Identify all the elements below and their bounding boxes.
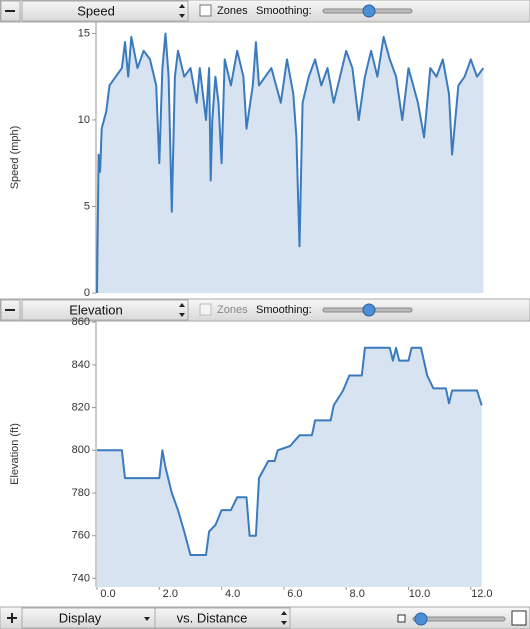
- collapse-button[interactable]: [0, 299, 21, 321]
- chart-select[interactable]: [21, 0, 189, 22]
- mode-label: vs. Distance: [177, 610, 248, 625]
- display-label: Display: [59, 610, 102, 625]
- y-tick-label: 840: [72, 359, 90, 371]
- slider-knob[interactable]: [362, 303, 376, 317]
- y-axis-label: Speed (mph): [9, 126, 21, 190]
- y-tick-label: 15: [78, 27, 90, 39]
- zones-checkbox[interactable]: [199, 303, 212, 316]
- slider-knob[interactable]: [414, 612, 428, 626]
- area: [97, 347, 482, 587]
- mode-select[interactable]: [154, 607, 291, 629]
- select-label: Speed: [77, 3, 115, 18]
- toolbar: Speed Zones Smoothing:: [0, 0, 530, 23]
- smoothing-label: Smoothing:: [256, 5, 312, 17]
- x-tick-label: 8.0: [350, 588, 365, 600]
- zones-checkbox[interactable]: [199, 4, 212, 17]
- zones-label: Zones: [217, 304, 248, 316]
- y-axis-label: Elevation (ft): [9, 423, 21, 485]
- smoothing-label: Smoothing:: [256, 304, 312, 316]
- y-tick-label: 780: [72, 487, 90, 499]
- area: [97, 33, 484, 293]
- x-tick-label: 4.0: [225, 588, 240, 600]
- y-tick-label: 10: [78, 114, 90, 126]
- x-tick-label: 10.0: [409, 588, 430, 600]
- x-tick-label: 6.0: [287, 588, 302, 600]
- slider-knob[interactable]: [362, 4, 376, 18]
- zoom-slider[interactable]: [412, 616, 506, 622]
- x-tick-label: 2.0: [163, 588, 178, 600]
- footer-bar: Display vs. Distance: [0, 606, 530, 629]
- y-tick-label: 820: [72, 401, 90, 413]
- x-tick-label: 0.0: [100, 588, 115, 600]
- x-tick-label: 12.0: [471, 588, 492, 600]
- chart-select[interactable]: [21, 299, 189, 321]
- zones-label: Zones: [217, 5, 248, 17]
- collapse-button[interactable]: [0, 0, 21, 22]
- zoom-out-icon[interactable]: [397, 614, 406, 623]
- y-tick-label: 740: [72, 572, 90, 584]
- line: [97, 346, 483, 556]
- add-button[interactable]: [7, 613, 17, 623]
- y-tick-label: 0: [84, 287, 90, 299]
- line: [96, 32, 485, 294]
- select-label: Elevation: [69, 302, 122, 317]
- y-tick-label: 760: [72, 530, 90, 542]
- y-tick-label: 5: [84, 200, 90, 212]
- y-tick-label: 860: [72, 316, 90, 328]
- zoom-in-icon[interactable]: [511, 610, 527, 626]
- y-tick-label: 800: [72, 444, 90, 456]
- toolbar: Elevation Zones Smoothing:: [0, 298, 530, 322]
